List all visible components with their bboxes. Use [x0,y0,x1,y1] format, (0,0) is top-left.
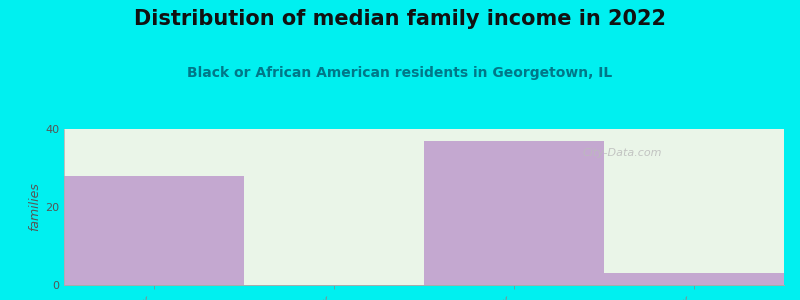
Text: Distribution of median family income in 2022: Distribution of median family income in … [134,9,666,29]
Text: Black or African American residents in Georgetown, IL: Black or African American residents in G… [187,66,613,80]
Bar [424,141,604,285]
Bar [604,129,784,285]
Y-axis label: families: families [28,183,41,231]
Bar [64,176,244,285]
Bar [604,273,784,285]
Text: City-Data.com: City-Data.com [582,148,662,158]
Bar [244,129,424,285]
Bar [424,129,604,285]
Bar [64,129,244,285]
